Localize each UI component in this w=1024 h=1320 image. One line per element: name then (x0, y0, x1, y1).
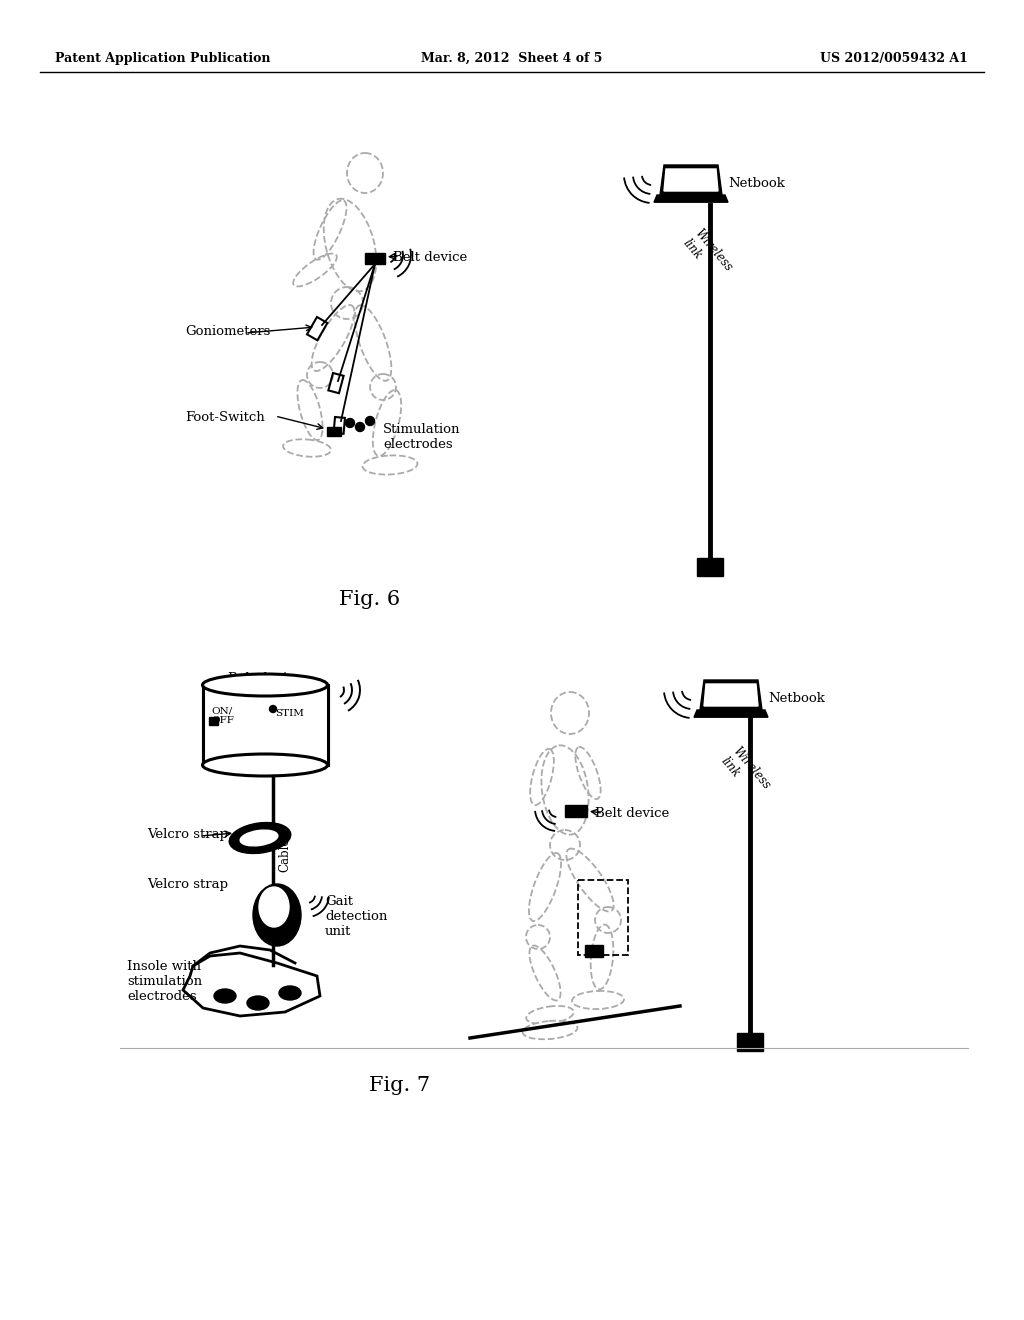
Ellipse shape (247, 997, 269, 1010)
Ellipse shape (203, 754, 328, 776)
Text: Wireless
link: Wireless link (718, 744, 772, 803)
Polygon shape (660, 165, 722, 195)
Circle shape (345, 418, 354, 428)
Text: Patent Application Publication: Patent Application Publication (55, 51, 270, 65)
Text: Foot-Switch: Foot-Switch (185, 411, 265, 424)
Ellipse shape (214, 989, 236, 1003)
Circle shape (366, 417, 375, 425)
Text: Mar. 8, 2012  Sheet 4 of 5: Mar. 8, 2012 Sheet 4 of 5 (421, 51, 603, 65)
Bar (334, 417, 345, 434)
Text: ON/: ON/ (211, 708, 232, 715)
Text: Wireless
link: Wireless link (680, 227, 734, 284)
Text: Velcro strap: Velcro strap (147, 878, 228, 891)
Ellipse shape (522, 1020, 578, 1039)
Polygon shape (700, 680, 762, 710)
Text: Belt device: Belt device (595, 807, 670, 820)
Bar (209, 717, 218, 725)
Bar (327, 426, 341, 436)
Ellipse shape (203, 675, 328, 696)
Bar (697, 558, 723, 576)
Text: Cable: Cable (278, 838, 291, 873)
Text: Gait
detection
unit: Gait detection unit (325, 895, 387, 939)
Circle shape (269, 705, 276, 713)
Text: STIM: STIM (275, 709, 304, 718)
Bar (203, 685, 328, 766)
Text: Fig. 6: Fig. 6 (339, 590, 400, 609)
Bar (307, 317, 328, 341)
Text: Insole with
stimulation
electrodes: Insole with stimulation electrodes (127, 960, 202, 1003)
Ellipse shape (279, 986, 301, 1001)
Text: Netbook: Netbook (768, 692, 825, 705)
Text: Belt device: Belt device (393, 251, 467, 264)
Text: Belt device: Belt device (228, 672, 302, 685)
Ellipse shape (259, 887, 289, 927)
Ellipse shape (253, 884, 301, 946)
Bar (585, 945, 603, 957)
Text: Stimulation
electrodes: Stimulation electrodes (383, 422, 461, 451)
Bar (365, 253, 385, 264)
Text: Velcro strap: Velcro strap (147, 828, 228, 841)
Text: US 2012/0059432 A1: US 2012/0059432 A1 (820, 51, 968, 65)
Polygon shape (705, 684, 758, 706)
Text: Netbook: Netbook (728, 177, 784, 190)
Bar (329, 374, 344, 393)
Bar (737, 1034, 763, 1051)
Circle shape (355, 422, 365, 432)
Polygon shape (654, 195, 728, 202)
Ellipse shape (241, 830, 278, 846)
Polygon shape (694, 710, 768, 717)
Bar (578, 880, 628, 954)
Ellipse shape (229, 822, 291, 854)
Polygon shape (664, 169, 718, 191)
Text: Fig. 7: Fig. 7 (370, 1076, 430, 1096)
Bar (565, 805, 587, 817)
Text: OFF: OFF (211, 715, 233, 725)
Text: Goniometers: Goniometers (185, 325, 270, 338)
